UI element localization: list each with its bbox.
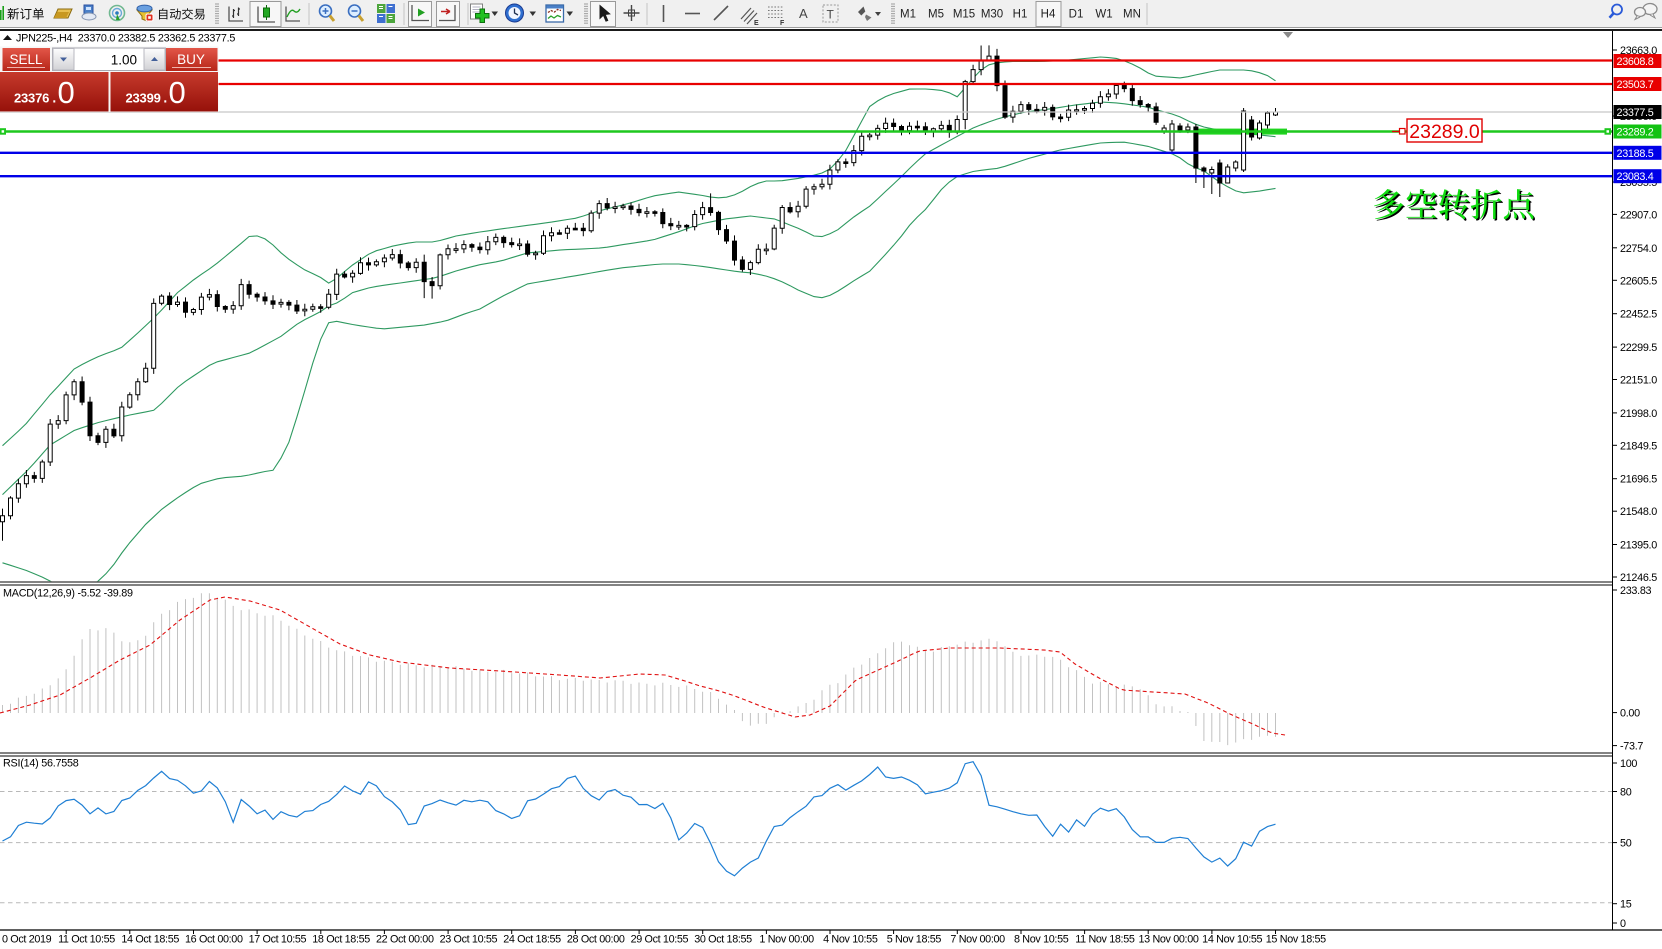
- svg-text:-73.7: -73.7: [1620, 741, 1643, 753]
- svg-text:17 Oct 10:55: 17 Oct 10:55: [249, 934, 307, 946]
- svg-text:23188.5: 23188.5: [1617, 148, 1654, 160]
- svg-text:21998.0: 21998.0: [1620, 408, 1657, 420]
- svg-text:11 Nov 18:55: 11 Nov 18:55: [1075, 934, 1135, 946]
- svg-text:23289.2: 23289.2: [1617, 127, 1654, 139]
- svg-text:4 Nov 10:55: 4 Nov 10:55: [823, 934, 878, 946]
- svg-text:0: 0: [1620, 918, 1626, 930]
- svg-text:14 Oct 18:55: 14 Oct 18:55: [121, 934, 179, 946]
- svg-text:T: T: [827, 8, 835, 22]
- svg-text:JPN225-,H4 23370.0 23382.5 23: JPN225-,H4 23370.0 23382.5 23362.5 23377…: [16, 33, 235, 45]
- svg-text:23608.8: 23608.8: [1617, 56, 1654, 68]
- svg-text:H4: H4: [1041, 9, 1056, 21]
- svg-text:F: F: [780, 20, 785, 27]
- svg-text:21696.5: 21696.5: [1620, 474, 1657, 486]
- svg-text:D1: D1: [1069, 9, 1084, 21]
- svg-text:28 Oct 00:00: 28 Oct 00:00: [567, 934, 625, 946]
- svg-text:16 Oct 00:00: 16 Oct 00:00: [185, 934, 243, 946]
- svg-text:BUY: BUY: [177, 52, 205, 67]
- svg-text:24 Oct 18:55: 24 Oct 18:55: [503, 934, 561, 946]
- svg-text:29 Oct 10:55: 29 Oct 10:55: [631, 934, 689, 946]
- svg-text:1 Nov 00:00: 1 Nov 00:00: [759, 934, 814, 946]
- svg-text:15 Nov 18:55: 15 Nov 18:55: [1266, 934, 1326, 946]
- svg-text:23289.0: 23289.0: [1409, 121, 1480, 143]
- svg-text:22 Oct 00:00: 22 Oct 00:00: [376, 934, 434, 946]
- svg-text:RSI(14) 56.7558: RSI(14) 56.7558: [3, 758, 79, 770]
- svg-text:E: E: [754, 20, 759, 27]
- svg-text:15: 15: [1620, 899, 1632, 911]
- svg-text:23083.4: 23083.4: [1617, 171, 1654, 183]
- svg-text:W1: W1: [1095, 9, 1112, 21]
- svg-text:23376: 23376: [14, 91, 49, 106]
- svg-text:SELL: SELL: [9, 52, 43, 67]
- svg-text:23503.7: 23503.7: [1617, 79, 1654, 91]
- svg-text:A: A: [799, 6, 808, 21]
- svg-text:21548.0: 21548.0: [1620, 506, 1657, 518]
- svg-text:H1: H1: [1013, 9, 1028, 21]
- svg-text:0: 0: [58, 75, 75, 110]
- svg-text:233.83: 233.83: [1620, 585, 1652, 597]
- svg-text:21849.5: 21849.5: [1620, 440, 1657, 452]
- svg-text:0: 0: [169, 75, 186, 110]
- svg-text:1.00: 1.00: [111, 53, 137, 68]
- svg-text:18 Oct 18:55: 18 Oct 18:55: [312, 934, 370, 946]
- svg-text:MN: MN: [1123, 9, 1141, 21]
- svg-text:22452.5: 22452.5: [1620, 309, 1657, 321]
- svg-text:23399: 23399: [126, 91, 161, 106]
- svg-text:11 Oct 10:55: 11 Oct 10:55: [58, 934, 115, 946]
- svg-text:80: 80: [1620, 787, 1632, 799]
- svg-text:22907.0: 22907.0: [1620, 209, 1657, 221]
- svg-text:M15: M15: [953, 9, 975, 21]
- svg-text:0.00: 0.00: [1620, 708, 1640, 720]
- svg-text:23 Oct 10:55: 23 Oct 10:55: [440, 934, 498, 946]
- svg-text:100: 100: [1620, 758, 1637, 770]
- svg-text:M5: M5: [928, 9, 944, 21]
- svg-text:0 Oct 2019: 0 Oct 2019: [2, 934, 52, 946]
- svg-text:.: .: [163, 86, 169, 108]
- svg-text:22605.5: 22605.5: [1620, 275, 1657, 287]
- svg-text:5 Nov 18:55: 5 Nov 18:55: [887, 934, 942, 946]
- svg-text:7 Nov 00:00: 7 Nov 00:00: [950, 934, 1005, 946]
- svg-text:22151.0: 22151.0: [1620, 375, 1657, 387]
- svg-text:8 Nov 10:55: 8 Nov 10:55: [1014, 934, 1069, 946]
- svg-text:14 Nov 10:55: 14 Nov 10:55: [1202, 934, 1262, 946]
- svg-text:M1: M1: [900, 9, 916, 21]
- svg-text:30 Oct 18:55: 30 Oct 18:55: [694, 934, 752, 946]
- svg-text:23377.5: 23377.5: [1617, 107, 1654, 119]
- svg-text:21395.0: 21395.0: [1620, 540, 1657, 552]
- svg-text:50: 50: [1620, 838, 1632, 850]
- svg-text:22754.0: 22754.0: [1620, 243, 1657, 255]
- svg-text:21246.5: 21246.5: [1620, 572, 1657, 584]
- svg-text:.: .: [52, 86, 58, 108]
- svg-text:M30: M30: [981, 9, 1003, 21]
- svg-text:22299.5: 22299.5: [1620, 342, 1657, 354]
- svg-text:MACD(12,26,9) -5.52 -39.89: MACD(12,26,9) -5.52 -39.89: [3, 588, 133, 600]
- svg-text:13 Nov 00:00: 13 Nov 00:00: [1138, 934, 1198, 946]
